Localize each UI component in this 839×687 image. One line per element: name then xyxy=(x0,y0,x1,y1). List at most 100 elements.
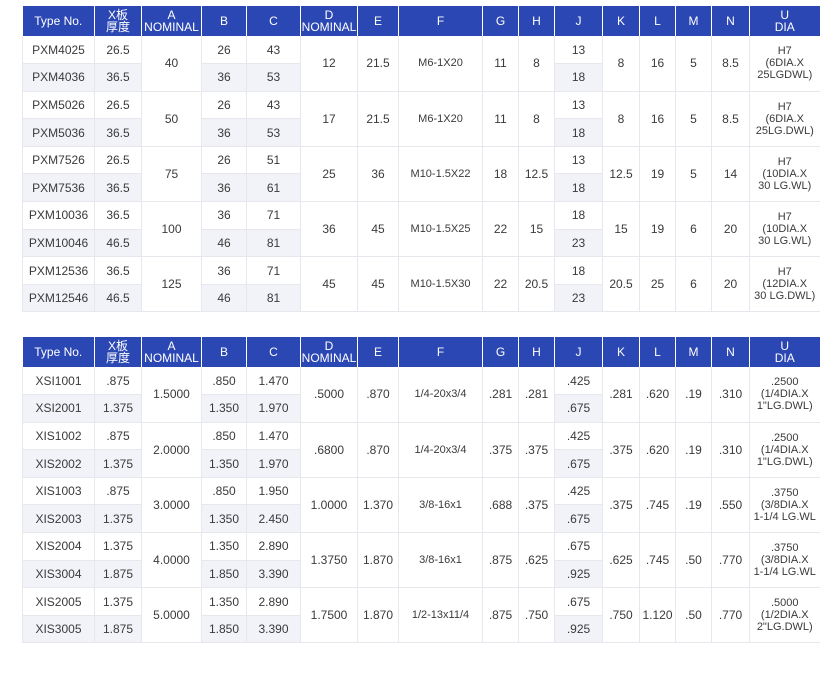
cell-type-no: XIS3004 xyxy=(22,560,95,589)
cell-u-line: (6DIA.X xyxy=(765,57,804,70)
cell-j: 18 xyxy=(554,256,603,285)
cell-u-line: (1/2DIA.X xyxy=(760,609,809,622)
header-h: H xyxy=(518,337,555,367)
cell-c: 1.970 xyxy=(246,394,301,423)
cell-x: .875 xyxy=(94,367,142,396)
header-x: X板 厚度 xyxy=(94,6,142,36)
cell-l: 16 xyxy=(639,91,676,147)
cell-h: 8 xyxy=(518,91,555,147)
cell-j: 23 xyxy=(554,284,603,313)
cell-e: 21.5 xyxy=(357,91,399,147)
cell-c: 51 xyxy=(246,146,301,175)
header-x: X板 厚度 xyxy=(94,337,142,367)
cell-g: 11 xyxy=(482,36,519,92)
cell-u-line: 25LG.DWL) xyxy=(755,124,814,137)
cell-k: 12.5 xyxy=(602,146,640,203)
cell-u: H7 (6DIA.X 25LG.DWL) xyxy=(749,91,820,147)
cell-x: .875 xyxy=(94,422,142,451)
cell-d: 12 xyxy=(300,36,358,92)
metric-spec-table: Type No. X板 厚度 A NOMINAL B C D NOMINAL E F … xyxy=(22,6,820,313)
cell-u-line: (3/8DIA.X xyxy=(760,554,809,567)
cell-h: .750 xyxy=(518,587,555,644)
table-row: XIS1003.875 3.0000.850 1.950 1.0000 1.370 3/8… xyxy=(22,477,820,534)
cell-u-line: 2"LG.DWL) xyxy=(756,621,813,634)
table-row: PXM7526 26.5 75 26 51 25 36 M10-1.5X22 18 12.5 13 1… xyxy=(22,146,820,203)
table-row: XIS3005 1.875 1.850 3.390 .925 xyxy=(22,615,820,644)
cell-type-no: XIS1003 xyxy=(22,477,95,506)
cell-u: .3750 (3/8DIA.X 1-1/4 LG.WL xyxy=(749,477,820,534)
cell-g: .875 xyxy=(482,587,519,644)
cell-u-line: H7 xyxy=(777,100,792,113)
cell-g: 18 xyxy=(482,146,519,203)
cell-x: 1.375 xyxy=(94,532,142,561)
cell-g: 22 xyxy=(482,201,519,258)
cell-type-no: PXM12546 xyxy=(22,284,95,313)
cell-j: .675 xyxy=(554,587,603,616)
cell-a: 4.0000 xyxy=(141,532,202,589)
cell-type-no: PXM10046 xyxy=(22,229,95,258)
cell-u-line: (1/4DIA.X xyxy=(760,388,809,401)
header-type-no: Type No. xyxy=(22,337,95,367)
cell-j: 18 xyxy=(554,63,603,92)
cell-b: 36 xyxy=(201,118,247,147)
header-j: J xyxy=(554,6,603,36)
cell-b: 36 xyxy=(201,173,247,203)
cell-c: 3.390 xyxy=(246,615,301,644)
cell-c: 1.470 xyxy=(246,367,301,396)
header-l: L xyxy=(639,337,676,367)
cell-u-line: 1-1/4 LG.WL xyxy=(753,510,816,523)
cell-u-line: (12DIA.X xyxy=(762,278,808,291)
cell-l: .620 xyxy=(639,367,676,423)
header-h: H xyxy=(518,6,555,36)
cell-e: 45 xyxy=(357,201,399,258)
cell-a: 5.0000 xyxy=(141,587,202,644)
cell-l: .745 xyxy=(639,477,676,534)
cell-a: 50 xyxy=(141,91,202,147)
cell-type-no: XIS3005 xyxy=(22,615,95,644)
header-b: B xyxy=(201,337,247,367)
header-j: J xyxy=(554,337,603,367)
cell-j: .675 xyxy=(554,504,603,534)
cell-a: 100 xyxy=(141,201,202,258)
table-row: PXM12536 36.5 125 36 71 45 45 M10-1.5X30 22 20.5 1… xyxy=(22,256,820,313)
cell-g: .281 xyxy=(482,367,519,423)
header-b: B xyxy=(201,6,247,36)
cell-type-no: PXM5026 xyxy=(22,91,95,120)
cell-e: .870 xyxy=(357,422,399,478)
cell-type-no: XIS1002 xyxy=(22,422,95,451)
cell-j: .675 xyxy=(554,394,603,423)
header-f: F xyxy=(398,337,483,367)
cell-f: M10-1.5X30 xyxy=(398,256,483,313)
cell-type-no: XSI1001 xyxy=(22,367,95,396)
cell-k: .750 xyxy=(602,587,640,644)
cell-j: 13 xyxy=(554,91,603,120)
cell-k: .281 xyxy=(602,367,640,423)
cell-u: .5000 (1/2DIA.X 2"LG.DWL) xyxy=(749,587,820,644)
cell-type-no: PXM7526 xyxy=(22,146,95,175)
cell-type-no: XIS2004 xyxy=(22,532,95,561)
cell-type-no: PXM4025 xyxy=(22,36,95,65)
cell-f: 1/2-13x11/4 xyxy=(398,587,483,644)
cell-h: 20.5 xyxy=(518,256,555,313)
cell-m: 5 xyxy=(675,36,712,92)
cell-n: .310 xyxy=(711,367,750,423)
header-type-no: Type No. xyxy=(22,6,95,36)
cell-u-line: .3750 xyxy=(770,486,799,499)
cell-u: H7 (12DIA.X 30 LG.DWL) xyxy=(749,256,820,313)
cell-x: 36.5 xyxy=(94,118,142,147)
cell-e: 1.370 xyxy=(357,477,399,534)
cell-type-no: XSI2001 xyxy=(22,394,95,423)
cell-f: M10-1.5X22 xyxy=(398,146,483,203)
table-row: PXM4025 26.5 40 26 43 12 21.5 M6-1X20 11 8 13 8 16 5 8… xyxy=(22,36,820,92)
cell-n: .310 xyxy=(711,422,750,478)
cell-c: 1.950 xyxy=(246,477,301,506)
cell-f: 3/8-16x1 xyxy=(398,477,483,534)
cell-m: 6 xyxy=(675,256,712,313)
cell-x: 1.375 xyxy=(94,449,142,478)
cell-type-no: PXM12536 xyxy=(22,256,95,285)
cell-m: 5 xyxy=(675,91,712,147)
cell-b: .850 xyxy=(201,367,247,396)
cell-l: 19 xyxy=(639,146,676,203)
header-d: D NOMINAL xyxy=(300,6,358,36)
table-row: XIS2003 1.375 1.350 2.450 .675 xyxy=(22,504,820,534)
